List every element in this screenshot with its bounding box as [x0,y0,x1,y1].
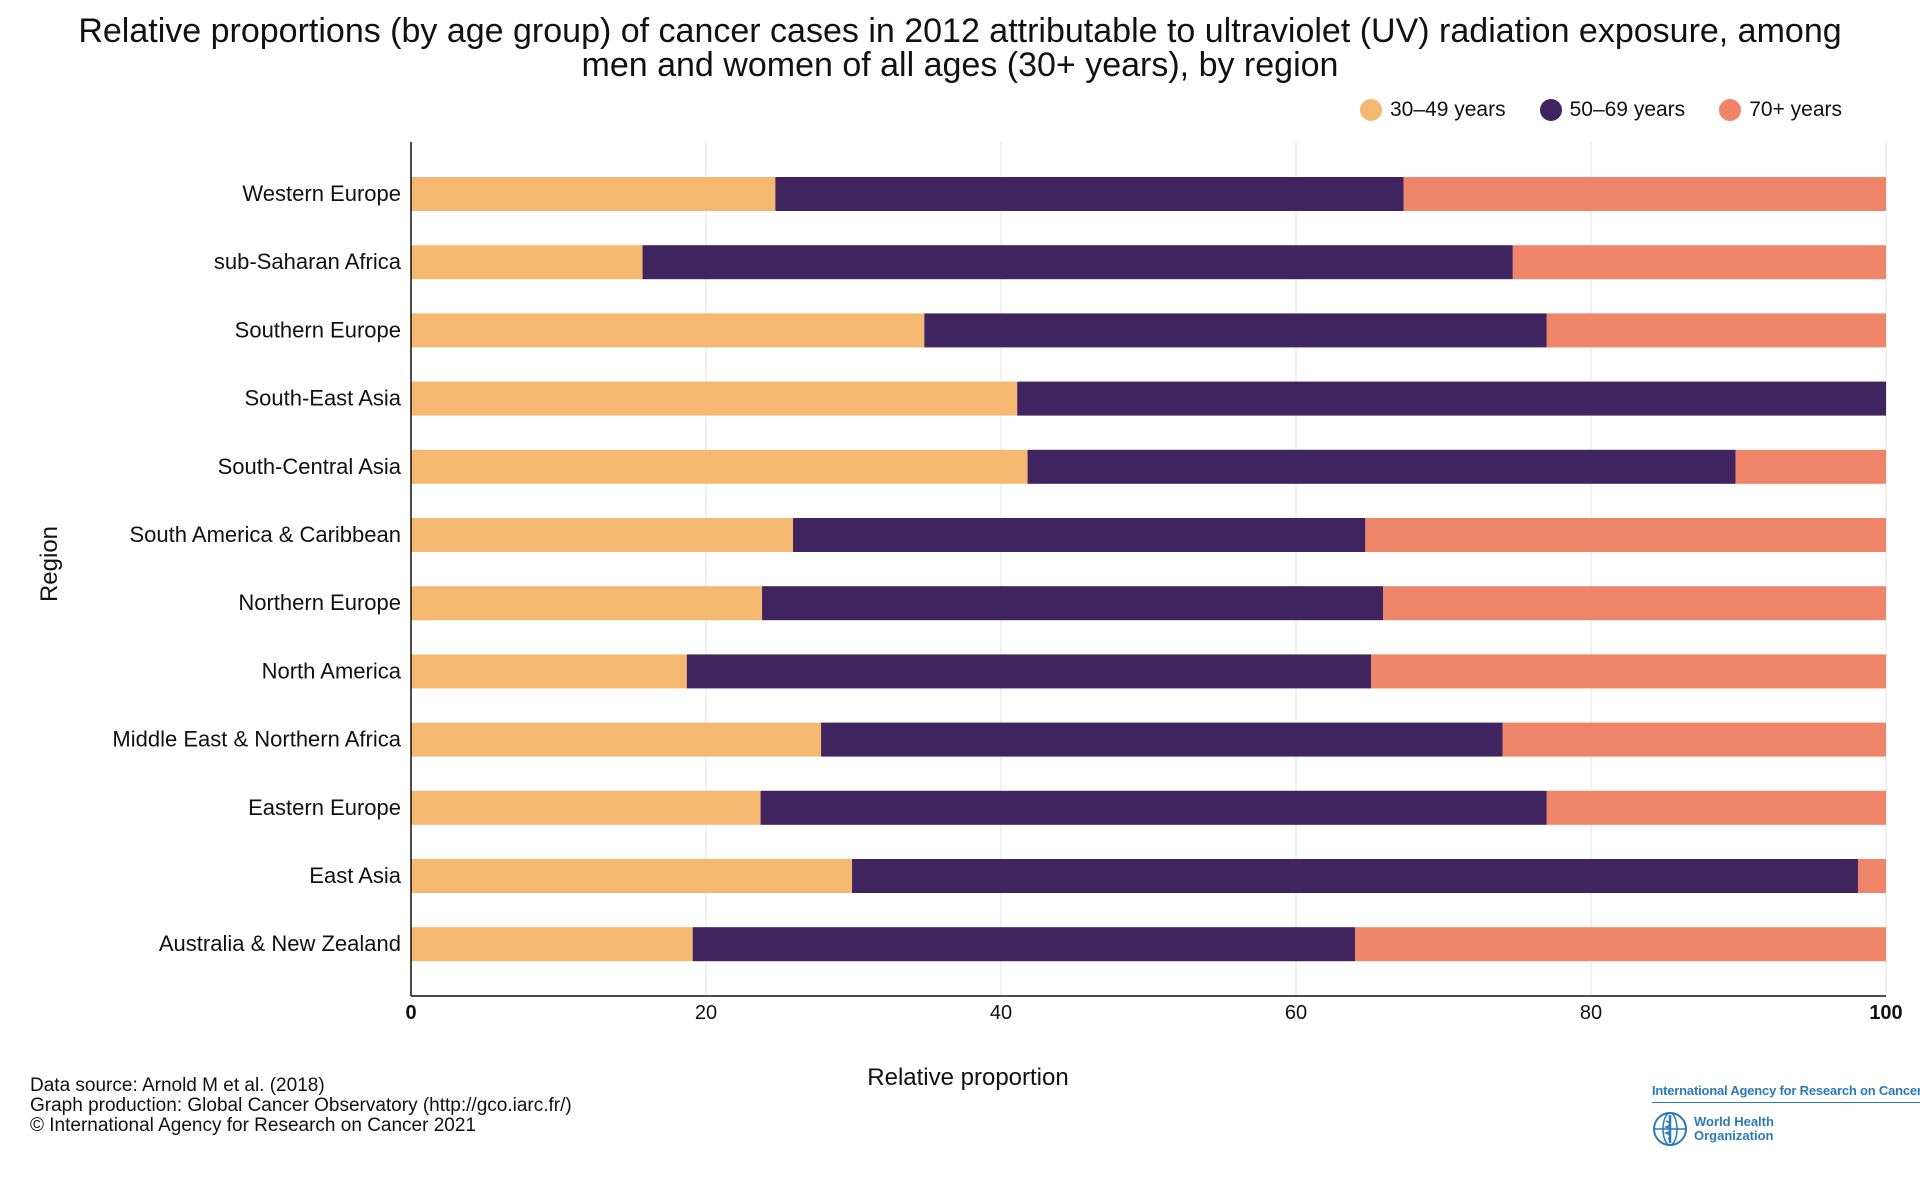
who-text: World Health Organization [1694,1115,1774,1143]
axes [410,142,1886,997]
bar-segment-7-2[interactable] [1371,654,1886,689]
legend-swatch-30-49 [1360,99,1382,121]
bar-segment-7-1[interactable] [686,654,1372,689]
bar-segment-6-2[interactable] [1383,586,1886,621]
bar-segment-1-1[interactable] [642,245,1513,280]
bar-segment-0-2[interactable] [1403,177,1886,211]
graph-production-text: Graph production: Global Cancer Observat… [30,1095,572,1116]
bar-row-9 [411,790,1886,825]
bar-segment-2-0[interactable] [411,313,925,348]
bar-segment-8-0[interactable] [411,722,822,757]
x-tick-label-60: 60 [1285,1002,1307,1024]
category-label-9: Eastern Europe [248,795,401,820]
legend-label-70-plus: 70+ years [1749,98,1842,121]
bar-row-0 [411,177,1886,211]
bar-segment-1-0[interactable] [411,245,643,280]
who-text-line-1: World Health [1694,1114,1774,1129]
y-axis-title: Region [36,526,63,602]
bar-segment-8-1[interactable] [821,722,1503,757]
category-label-8: Middle East & Northern Africa [112,727,401,752]
who-logo: World Health Organization [1652,1111,1920,1147]
legend-item-70-plus[interactable]: 70+ years [1719,98,1842,122]
bar-row-11 [411,927,1886,962]
bar-segment-10-2[interactable] [1857,859,1886,893]
bars [411,177,1887,962]
chart-legend: 30–49 years 50–69 years 70+ years [1360,98,1842,122]
bar-segment-11-2[interactable] [1355,927,1886,962]
category-label-7: North America [262,658,402,683]
bar-segment-11-0[interactable] [411,927,693,962]
category-label-1: sub-Saharan Africa [214,249,402,274]
bar-segment-2-2[interactable] [1546,313,1886,348]
bar-row-5 [411,518,1886,552]
bar-segment-3-1[interactable] [1017,381,1886,416]
chart-title-line-2: men and women of all ages (30+ years), b… [581,46,1339,84]
category-label-2: Southern Europe [235,317,401,342]
x-tick-labels: 0 20 40 60 80 100 [405,1002,1902,1024]
bar-segment-2-1[interactable] [924,313,1547,348]
category-labels: Western Europe sub-Saharan Africa Southern… [112,181,401,956]
chart-title: Relative proportions (by age group) of c… [60,14,1860,82]
bar-row-2 [411,313,1886,348]
x-tick-label-20: 20 [695,1002,717,1024]
bar-row-10 [411,859,1886,893]
bar-segment-4-1[interactable] [1027,449,1736,484]
bar-segment-6-1[interactable] [762,586,1384,621]
legend-label-30-49: 30–49 years [1390,98,1506,121]
bar-row-4 [411,449,1886,484]
x-axis-title: Relative proportion [867,1064,1068,1091]
legend-item-30-49[interactable]: 30–49 years [1360,98,1506,122]
data-source-text: Data source: Arnold M et al. (2018) [30,1075,325,1096]
grid-lines [705,142,1887,996]
legend-swatch-50-69 [1539,99,1562,121]
x-tick-label-80: 80 [1580,1002,1602,1024]
bar-segment-7-0[interactable] [411,654,687,689]
bar-segment-0-0[interactable] [411,177,776,211]
x-tick-label-0: 0 [405,1002,416,1024]
category-label-10: East Asia [309,863,401,888]
iarc-logo: International Agency for Research on Can… [1652,1083,1920,1103]
logos: International Agency for Research on Can… [1652,1083,1920,1147]
bar-segment-1-2[interactable] [1512,245,1886,280]
category-label-6: Northern Europe [238,590,401,615]
bar-segment-4-0[interactable] [411,449,1028,484]
bar-segment-10-1[interactable] [852,859,1858,893]
bar-row-7 [411,654,1886,689]
bar-row-8 [411,722,1887,757]
bar-row-3 [411,381,1886,416]
who-emblem-icon [1653,1112,1687,1146]
bar-segment-10-0[interactable] [411,859,853,893]
bar-segment-3-0[interactable] [411,381,1018,416]
x-tick-label-40: 40 [990,1002,1012,1024]
category-label-0: Western Europe [242,181,401,206]
who-text-line-2: Organization [1694,1128,1774,1143]
bar-segment-9-2[interactable] [1546,790,1886,825]
bar-segment-9-0[interactable] [411,790,761,825]
legend-item-50-69[interactable]: 50–69 years [1539,98,1686,122]
copyright-text: © International Agency for Research on C… [30,1115,476,1136]
bar-segment-5-1[interactable] [793,518,1366,552]
legend-swatch-70-plus [1719,99,1742,121]
category-label-5: South America & Caribbean [130,522,402,547]
bar-row-1 [411,245,1886,280]
chart-title-line-1: Relative proportions (by age group) of c… [78,12,1842,50]
legend-label-50-69: 50–69 years [1569,98,1686,121]
bar-segment-6-0[interactable] [411,586,763,621]
bar-segment-5-2[interactable] [1365,518,1886,552]
bar-segment-9-1[interactable] [760,790,1547,825]
category-label-11: Australia & New Zealand [159,931,401,956]
bar-segment-8-2[interactable] [1502,722,1887,757]
footer-credits: Data source: Arnold M et al. (2018) Grap… [30,1076,572,1136]
bar-segment-0-1[interactable] [775,177,1404,211]
category-label-3: South-East Asia [244,386,401,411]
bar-row-6 [411,586,1886,621]
category-label-4: South-Central Asia [218,454,402,479]
bar-segment-5-0[interactable] [411,518,794,552]
bar-segment-4-2[interactable] [1735,449,1886,484]
x-tick-label-100: 100 [1869,1002,1902,1024]
bar-segment-11-1[interactable] [692,927,1355,962]
